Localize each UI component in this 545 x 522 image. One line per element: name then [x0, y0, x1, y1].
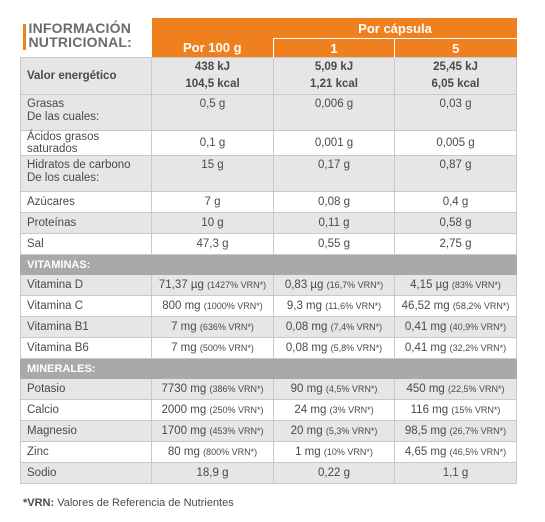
header-per-capsule: Por cápsula [273, 18, 517, 39]
row-value-5: 0,005 g [393, 130, 518, 156]
row-value-5: 116 mg (15% VRN*) [393, 399, 518, 421]
row-value-5: 46,52 mg (58,2% VRN*) [393, 295, 518, 317]
row-value-5: 0,03 g [393, 94, 518, 131]
row-value-100g: 7730 mg (386% VRN*) [151, 378, 274, 400]
row-value-100g: 0,5 g [151, 94, 274, 131]
row-value-100g: 71,37 µg (1427% VRN*) [151, 274, 274, 296]
row-value-5: 0,58 g [393, 212, 518, 234]
row-value-1: 0,08 g [273, 191, 395, 213]
row-label: Calcio [20, 399, 152, 421]
table-row: Zinc 80 mg (800% VRN*) 1 mg (10% VRN*) 4… [20, 441, 518, 463]
row-label: Potasio [20, 378, 152, 400]
energy-1: 5,09 kJ 1,21 kcal [273, 57, 395, 95]
table-row: Calcio 2000 mg (250% VRN*) 24 mg (3% VRN… [20, 399, 518, 421]
row-value-1: 0,08 mg (7,4% VRN*) [273, 316, 395, 338]
row-value-5: 0,41 mg (32,2% VRN*) [393, 337, 518, 359]
row-value-100g: 15 g [151, 155, 274, 192]
row-value-5: 1,1 g [393, 462, 518, 484]
row-value-5: 0,4 g [393, 191, 518, 213]
row-label: Proteínas [20, 212, 152, 234]
row-value-1: 0,08 mg (5,8% VRN*) [273, 337, 395, 359]
row-label: Zinc [20, 441, 152, 463]
header-col-100g: Por 100 g [151, 38, 274, 58]
header-blank [151, 18, 274, 39]
row-value-100g: 10 g [151, 212, 274, 234]
table-row: Magnesio 1700 mg (453% VRN*) 20 mg (5,3%… [20, 420, 518, 442]
footnote-text: Valores de Referencia de Nutrientes [54, 497, 234, 509]
row-value-1: 0,006 g [273, 94, 395, 131]
energy-row: Valor energético 438 kJ 104,5 kcal 5,09 k… [20, 57, 518, 95]
nutrition-panel: INFORMACIÓN NUTRICIONAL: Por cápsula Por… [19, 18, 518, 484]
section-header-vitaminas: VITAMINAS: [19, 254, 518, 275]
table-row: Sodio 18,9 g 0,22 g 1,1 g [20, 462, 518, 484]
energy-100g: 438 kJ 104,5 kcal [151, 57, 274, 95]
table-row: Hidratos de carbono De los cuales: 15 g 0… [20, 155, 518, 192]
row-label: Magnesio [20, 420, 152, 442]
row-value-5: 4,15 µg (83% VRN*) [393, 274, 518, 296]
row-value-1: 0,22 g [273, 462, 395, 484]
row-value-100g: 7 g [151, 191, 274, 213]
header-col-5: 5 [393, 38, 517, 58]
table-row: Vitamina D 71,37 µg (1427% VRN*) 0,83 µg… [20, 274, 518, 296]
row-value-100g: 80 mg (800% VRN*) [151, 441, 274, 463]
section-title: MINERALES: [19, 358, 518, 379]
footnote: *VRN: Valores de Referencia de Nutriente… [23, 497, 234, 509]
table-row: Sal 47,3 g 0,55 g 2,75 g [20, 233, 518, 255]
footnote-key: *VRN: [23, 497, 55, 509]
row-value-100g: 1700 mg (453% VRN*) [151, 420, 274, 442]
row-value-1: 9,3 mg (11,6% VRN*) [273, 295, 395, 317]
row-value-5: 2,75 g [393, 233, 518, 255]
row-label: Sal [20, 233, 152, 255]
row-value-1: 24 mg (3% VRN*) [273, 399, 395, 421]
row-value-5: 98,5 mg (26,7% VRN*) [393, 420, 518, 442]
row-value-100g: 7 mg (500% VRN*) [151, 337, 274, 359]
row-label: Grasas De las cuales: [20, 94, 152, 131]
row-label: Ácidos grasos saturados [20, 130, 152, 156]
table-row: Vitamina B1 7 mg (636% VRN*) 0,08 mg (7,… [20, 316, 518, 338]
section-header-minerales: MINERALES: [19, 358, 518, 379]
title-text: INFORMACIÓN NUTRICIONAL: [29, 21, 133, 49]
table-row: Azúcares 7 g 0,08 g 0,4 g [20, 191, 518, 213]
row-label: Vitamina C [20, 295, 152, 317]
row-value-100g: 47,3 g [151, 233, 274, 255]
row-label: Vitamina B1 [20, 316, 152, 338]
row-value-100g: 18,9 g [151, 462, 274, 484]
section-title: VITAMINAS: [19, 254, 518, 275]
row-label: Azúcares [20, 191, 152, 213]
row-value-1: 0,001 g [273, 130, 395, 156]
row-label: Hidratos de carbono De los cuales: [20, 155, 152, 192]
table-row: Vitamina C 800 mg (1000% VRN*) 9,3 mg (1… [20, 295, 518, 317]
table-row: Proteínas 10 g 0,11 g 0,58 g [20, 212, 518, 234]
row-value-1: 0,17 g [273, 155, 395, 192]
row-value-5: 0,87 g [393, 155, 518, 192]
row-value-1: 0,11 g [273, 212, 395, 234]
row-value-5: 450 mg (22,5% VRN*) [393, 378, 518, 400]
row-value-100g: 7 mg (636% VRN*) [151, 316, 274, 338]
row-label: Sodio [20, 462, 152, 484]
row-value-1: 0,55 g [273, 233, 395, 255]
title-line-2: NUTRICIONAL: [28, 34, 132, 50]
title-line-1: INFORMACIÓN [28, 20, 132, 36]
table-row: Potasio 7730 mg (386% VRN*) 90 mg (4,5% … [20, 378, 518, 400]
nutrition-table: INFORMACIÓN NUTRICIONAL: Por cápsula Por… [19, 18, 518, 484]
header-col-1: 1 [273, 38, 395, 58]
row-value-100g: 800 mg (1000% VRN*) [151, 295, 274, 317]
table-row: Grasas De las cuales: 0,5 g 0,006 g 0,03 … [20, 94, 518, 131]
row-value-5: 0,41 mg (40,9% VRN*) [393, 316, 518, 338]
row-value-5: 4,65 mg (46,5% VRN*) [393, 441, 518, 463]
row-label: Vitamina B6 [20, 337, 152, 359]
row-value-1: 0,83 µg (16,7% VRN*) [273, 274, 395, 296]
title-accent-bar [22, 24, 26, 50]
row-value-1: 90 mg (4,5% VRN*) [273, 378, 395, 400]
table-row: Vitamina B6 7 mg (500% VRN*) 0,08 mg (5,… [20, 337, 518, 359]
energy-5: 25,45 kJ 6,05 kcal [393, 57, 518, 95]
table-row: Ácidos grasos saturados 0,1 g 0,001 g 0,… [20, 130, 518, 156]
energy-label: Valor energético [20, 57, 152, 95]
row-value-1: 20 mg (5,3% VRN*) [273, 420, 395, 442]
row-value-100g: 0,1 g [151, 130, 274, 156]
row-value-1: 1 mg (10% VRN*) [273, 441, 395, 463]
row-value-100g: 2000 mg (250% VRN*) [151, 399, 274, 421]
table-title: INFORMACIÓN NUTRICIONAL: [20, 18, 152, 58]
row-label: Vitamina D [20, 274, 152, 296]
